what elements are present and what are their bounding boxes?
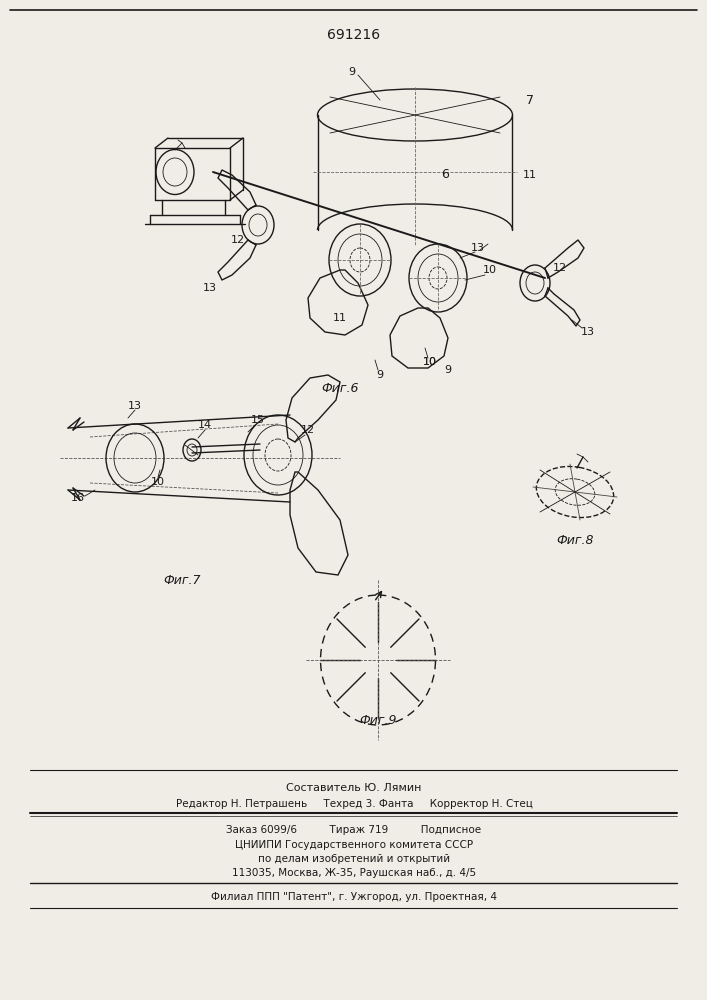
Text: 15: 15 [251, 415, 265, 425]
Text: 6: 6 [441, 168, 449, 182]
Text: 9: 9 [376, 370, 384, 380]
Text: 9: 9 [445, 365, 452, 375]
Text: Фиг.8: Фиг.8 [556, 534, 594, 546]
Text: 7: 7 [526, 94, 534, 106]
Text: 12: 12 [231, 235, 245, 245]
Text: 11: 11 [523, 170, 537, 180]
Text: 13: 13 [128, 401, 142, 411]
Text: 691216: 691216 [327, 28, 380, 42]
Text: 10: 10 [423, 357, 437, 367]
Text: 13: 13 [581, 327, 595, 337]
Text: 10: 10 [483, 265, 497, 275]
Text: 113035, Москва, Ж-35, Раушская наб., д. 4/5: 113035, Москва, Ж-35, Раушская наб., д. … [232, 868, 476, 878]
Text: 11: 11 [333, 313, 347, 323]
Text: Составитель Ю. Лямин: Составитель Ю. Лямин [286, 783, 421, 793]
Text: Филиал ППП "Патент", г. Ужгород, ул. Проектная, 4: Филиал ППП "Патент", г. Ужгород, ул. Про… [211, 892, 497, 902]
Text: Фиг.9: Фиг.9 [359, 714, 397, 726]
Text: 9: 9 [349, 67, 356, 77]
Text: ЦНИИПИ Государственного комитета СССР: ЦНИИПИ Государственного комитета СССР [235, 840, 473, 850]
Text: 10: 10 [423, 357, 437, 367]
Text: 13: 13 [203, 283, 217, 293]
Text: Фиг.7: Фиг.7 [163, 574, 201, 586]
Text: 10: 10 [151, 477, 165, 487]
Text: Фиг.6: Фиг.6 [321, 381, 358, 394]
Text: 14: 14 [198, 420, 212, 430]
Text: 13: 13 [471, 243, 485, 253]
Text: по делам изобретений и открытий: по делам изобретений и открытий [258, 854, 450, 864]
Text: Редактор Н. Петрашень     Техред 3. Фанта     Корректор Н. Стец: Редактор Н. Петрашень Техред 3. Фанта Ко… [175, 799, 532, 809]
Text: 12: 12 [553, 263, 567, 273]
Text: 12: 12 [301, 425, 315, 435]
Text: 16: 16 [71, 493, 85, 503]
Text: Заказ 6099/6          Тираж 719          Подписное: Заказ 6099/6 Тираж 719 Подписное [226, 825, 481, 835]
